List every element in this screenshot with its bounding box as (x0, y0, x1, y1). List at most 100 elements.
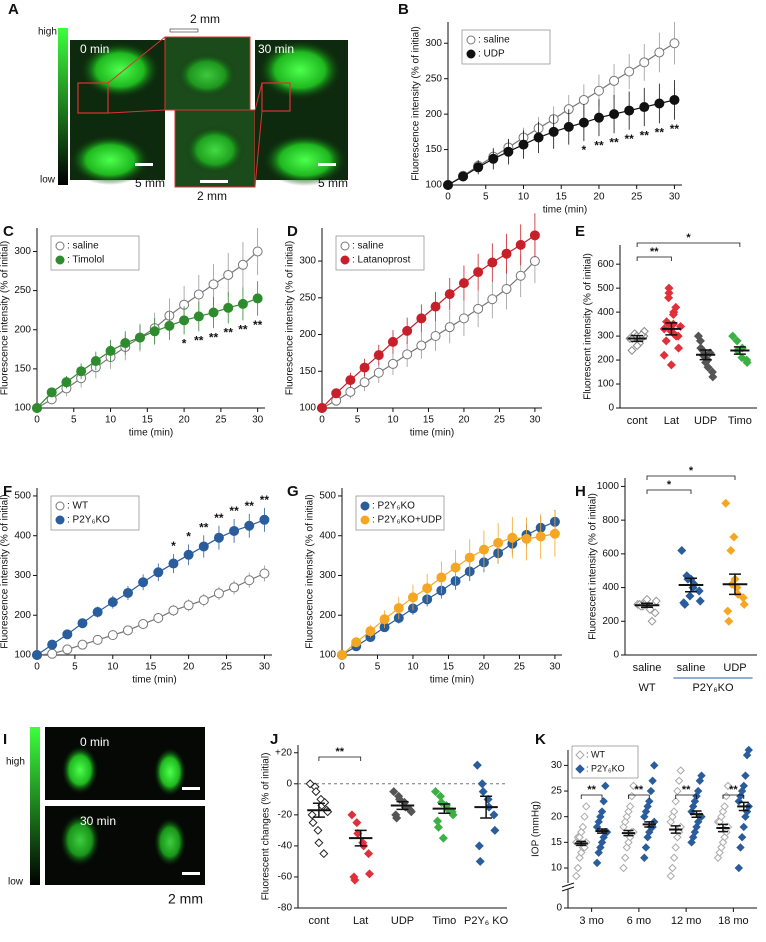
x-tick-label: 30 (549, 662, 561, 673)
data-point (120, 338, 131, 349)
data-point (648, 776, 657, 785)
data-point (503, 146, 514, 157)
data-point (168, 558, 179, 569)
y-tick-label: 100 (299, 403, 316, 414)
data-point (501, 248, 512, 259)
data-point (237, 259, 248, 270)
data-point (473, 303, 484, 314)
data-point (507, 532, 518, 543)
data-point (313, 825, 323, 835)
significance: ** (245, 499, 255, 513)
x-tick-label: saline (633, 662, 662, 674)
x-tick-label: 0 (339, 662, 345, 673)
sem-bar (670, 825, 681, 834)
data-point (518, 139, 529, 150)
data-point (448, 810, 458, 820)
sem-bar (312, 802, 325, 818)
panel-letter: K (535, 731, 546, 748)
data-point (392, 813, 402, 823)
significance: ** (640, 128, 650, 142)
data-point (475, 856, 485, 866)
significance: ** (260, 493, 270, 507)
data-point (669, 38, 680, 49)
data-point (62, 629, 73, 640)
data-point (365, 626, 376, 637)
significance: ** (336, 746, 345, 758)
time-label: 30 min (80, 814, 116, 828)
data-point (601, 781, 610, 791)
y-tick-label: 200 (319, 610, 336, 621)
y-tick-label: -20 (278, 809, 293, 820)
group-label: P2Y₆KO (692, 682, 734, 694)
legend-marker (55, 515, 65, 525)
data-point (529, 230, 540, 241)
data-point (308, 818, 318, 828)
data-point (198, 595, 209, 606)
significance: ** (655, 126, 665, 140)
x-tick-label: Lat (353, 915, 368, 927)
data-point (92, 607, 103, 618)
series-line (36, 572, 265, 656)
data-point (364, 869, 374, 879)
data-point (741, 771, 750, 780)
y-tick-label: 800 (602, 515, 619, 526)
data-point (676, 766, 685, 775)
data-point (259, 514, 270, 525)
time-label: 0 min (80, 42, 109, 56)
data-point (138, 618, 149, 629)
axis-break (562, 883, 574, 889)
y-axis-label: Fluorescence intensity (% of initial) (0, 494, 11, 649)
significance: ** (594, 138, 604, 152)
x-tick-label: 15 (443, 662, 455, 673)
data-point (311, 787, 321, 797)
sem-bar (396, 800, 409, 811)
y-tick-label: 500 (319, 491, 336, 502)
data-point (619, 863, 628, 873)
y-tick-label: 300 (597, 331, 614, 342)
time-label: 30 min (258, 42, 294, 56)
significance: * (686, 232, 691, 244)
zoom-line (254, 82, 263, 111)
significance-bracket (722, 794, 745, 799)
data-point (578, 94, 589, 105)
data-point (478, 787, 488, 797)
data-point (223, 269, 234, 280)
data-point (721, 498, 731, 508)
significance: ** (682, 784, 691, 796)
data-point (548, 126, 559, 137)
x-tick-label: 5 (71, 415, 77, 426)
data-point (244, 575, 255, 586)
data-point (422, 583, 433, 594)
data-point (521, 533, 532, 544)
data-point (168, 605, 179, 616)
image-blob (60, 814, 100, 866)
data-point (458, 171, 469, 182)
sem-bar (576, 840, 587, 847)
data-point (337, 650, 347, 660)
image-blob (154, 748, 186, 796)
x-tick-label: 20 (458, 415, 470, 426)
image-blob (258, 40, 342, 100)
panel-letter: A (8, 1, 19, 18)
data-point (317, 403, 327, 413)
scale-high: high (38, 27, 57, 38)
data-point (32, 403, 42, 413)
data-point (489, 810, 499, 820)
significance: ** (624, 132, 634, 146)
data-point (697, 771, 706, 780)
significance: * (186, 530, 191, 544)
data-point (183, 600, 194, 611)
y-tick-label: 100 (425, 180, 442, 191)
significance: ** (209, 330, 219, 344)
sem-bar (733, 346, 746, 355)
data-point (430, 331, 441, 341)
significance-bracket (318, 756, 362, 761)
legend-box (335, 235, 425, 271)
legend-marker (466, 49, 476, 59)
data-point (549, 528, 560, 539)
data-point (198, 541, 209, 552)
data-point (61, 377, 72, 388)
y-tick-label: 200 (14, 324, 31, 335)
series-line (447, 42, 675, 186)
data-point (92, 634, 103, 645)
